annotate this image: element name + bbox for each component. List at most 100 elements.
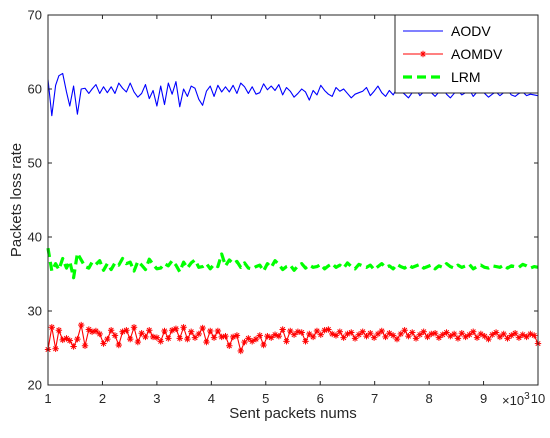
data-point-aomdv [210, 334, 218, 341]
data-point-aomdv [226, 342, 233, 349]
y-tick-label: 60 [28, 82, 42, 97]
data-point-aomdv [405, 332, 412, 340]
data-point-aomdv [306, 330, 313, 338]
legend-entry-aodv: AODV [403, 23, 491, 39]
data-point-aomdv [111, 332, 119, 339]
data-point-aomdv [367, 330, 374, 337]
data-point-aomdv [199, 324, 206, 332]
data-point-aomdv [88, 328, 96, 335]
legend-label: AODV [451, 23, 491, 39]
data-point-aomdv [146, 327, 153, 334]
data-point-aomdv [428, 330, 435, 338]
data-point-aomdv [78, 321, 85, 329]
data-point-aomdv [70, 343, 77, 350]
ticks-layer: 1 2 3 4 5 6 7 8 9 10 20 30 40 50 60 70 [28, 8, 546, 407]
data-point-aomdv [203, 338, 210, 346]
x-tick-label: 6 [317, 391, 324, 406]
data-point-aomdv [81, 342, 89, 349]
data-point-aomdv [241, 338, 248, 346]
data-point-aomdv [466, 331, 473, 338]
data-point-aomdv [245, 335, 252, 342]
data-point-aomdv [412, 335, 420, 342]
data-point-aomdv [355, 331, 363, 338]
data-point-aomdv [454, 335, 462, 342]
data-point-aomdv [157, 338, 164, 345]
x-tick-label: 7 [371, 391, 378, 406]
data-point-aomdv [138, 330, 145, 337]
data-point-aomdv [393, 335, 401, 343]
data-point-aomdv [142, 333, 149, 341]
data-point-aomdv [370, 334, 378, 341]
data-point-aomdv [374, 330, 382, 338]
data-point-aomdv [519, 331, 526, 338]
data-point-aomdv [340, 334, 347, 341]
data-point-aomdv [222, 332, 229, 340]
data-point-aomdv [317, 331, 324, 338]
data-point-aomdv [55, 327, 63, 334]
data-point-aomdv [107, 327, 115, 334]
data-point-aomdv [287, 327, 294, 335]
series-line-lrm [46, 247, 539, 280]
y-tick-label: 30 [28, 304, 42, 319]
data-point-aomdv [515, 334, 523, 341]
data-point-aomdv [130, 324, 138, 331]
x-tick-label: 1 [44, 391, 51, 406]
data-point-aomdv [420, 328, 427, 335]
data-point-aomdv [184, 335, 191, 343]
legend-entry-lrm: LRM [403, 69, 481, 85]
data-point-aomdv [294, 328, 302, 335]
data-point-aomdv [416, 331, 424, 338]
plot-frame [47, 14, 539, 386]
y-tick-label: 40 [28, 230, 42, 245]
data-point-aomdv [401, 327, 408, 334]
data-point-aomdv [104, 335, 111, 343]
y-axis-label: Packets loss rate [8, 143, 25, 257]
data-point-aomdv [298, 329, 305, 336]
data-point-aomdv [165, 335, 172, 342]
x-tick-label: 4 [208, 391, 215, 406]
legend-label: LRM [451, 69, 481, 85]
data-point-aomdv [508, 332, 515, 339]
data-point-aomdv [195, 330, 203, 338]
data-point-aomdv [386, 330, 393, 337]
data-point-aomdv [153, 334, 161, 341]
x-tick-label: 10 [531, 391, 545, 406]
data-point-aomdv [473, 334, 481, 341]
data-point-aomdv [127, 335, 134, 343]
data-point-aomdv [447, 332, 454, 340]
data-point-aomdv [214, 327, 222, 335]
data-point-aomdv [123, 327, 130, 334]
data-point-aomdv [149, 333, 157, 341]
data-point-aomdv [161, 327, 168, 335]
data-point-aomdv [52, 345, 59, 352]
legend: AODV AOMDV LRM [394, 14, 539, 94]
data-point-aomdv [424, 333, 431, 341]
data-point-aomdv [409, 329, 416, 336]
data-point-aomdv [348, 329, 355, 336]
data-point-aomdv [359, 328, 366, 335]
data-point-aomdv [470, 328, 477, 335]
x-axis-multiplier: ×103 [502, 391, 530, 408]
data-point-aomdv [252, 335, 260, 343]
data-point-aomdv [66, 337, 73, 344]
data-point-aomdv [523, 333, 530, 341]
data-point-aomdv [180, 324, 187, 331]
data-point-aomdv [290, 331, 298, 338]
data-point-aomdv [96, 330, 103, 338]
data-point-aomdv [378, 327, 385, 335]
data-point-aomdv [530, 332, 538, 339]
data-point-aomdv [500, 330, 507, 338]
data-point-aomdv [92, 327, 100, 335]
data-point-aomdv [321, 327, 328, 334]
data-point-aomdv [172, 325, 180, 332]
data-point-aomdv [363, 332, 370, 340]
data-point-aomdv [283, 338, 290, 345]
data-point-aomdv [309, 333, 317, 341]
data-point-aomdv [218, 333, 225, 341]
data-point-aomdv [176, 335, 183, 342]
data-point-aomdv [450, 330, 458, 338]
data-point-aomdv [336, 328, 344, 335]
y-tick-label: 20 [28, 378, 42, 393]
data-point-aomdv [397, 330, 404, 338]
